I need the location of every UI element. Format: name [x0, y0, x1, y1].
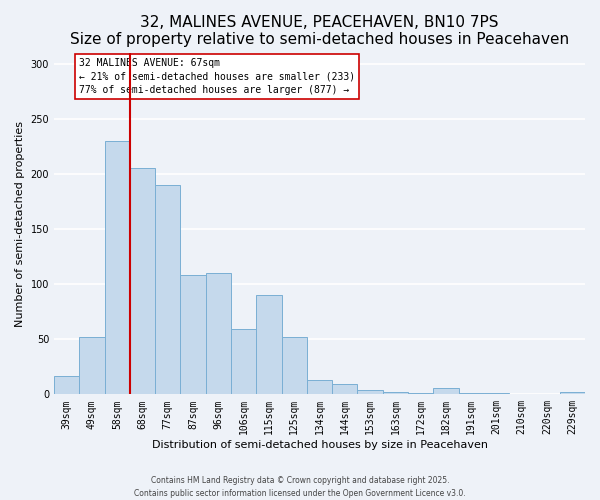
Bar	[383, 392, 408, 394]
Bar	[54, 376, 79, 394]
Bar	[155, 185, 181, 394]
Title: 32, MALINES AVENUE, PEACEHAVEN, BN10 7PS
Size of property relative to semi-detac: 32, MALINES AVENUE, PEACEHAVEN, BN10 7PS…	[70, 15, 569, 48]
Bar	[231, 330, 256, 394]
Bar	[181, 276, 206, 394]
Bar	[307, 380, 332, 394]
Y-axis label: Number of semi-detached properties: Number of semi-detached properties	[15, 120, 25, 326]
Bar	[358, 390, 383, 394]
Bar	[408, 393, 433, 394]
Bar	[458, 393, 484, 394]
Bar	[104, 141, 130, 395]
Bar	[79, 337, 104, 394]
Bar	[484, 393, 509, 394]
Bar	[256, 295, 281, 394]
Bar	[433, 388, 458, 394]
Text: 32 MALINES AVENUE: 67sqm
← 21% of semi-detached houses are smaller (233)
77% of : 32 MALINES AVENUE: 67sqm ← 21% of semi-d…	[79, 58, 355, 94]
X-axis label: Distribution of semi-detached houses by size in Peacehaven: Distribution of semi-detached houses by …	[152, 440, 488, 450]
Bar	[130, 168, 155, 394]
Text: Contains HM Land Registry data © Crown copyright and database right 2025.
Contai: Contains HM Land Registry data © Crown c…	[134, 476, 466, 498]
Bar	[332, 384, 358, 394]
Bar	[281, 337, 307, 394]
Bar	[206, 273, 231, 394]
Bar	[560, 392, 585, 394]
